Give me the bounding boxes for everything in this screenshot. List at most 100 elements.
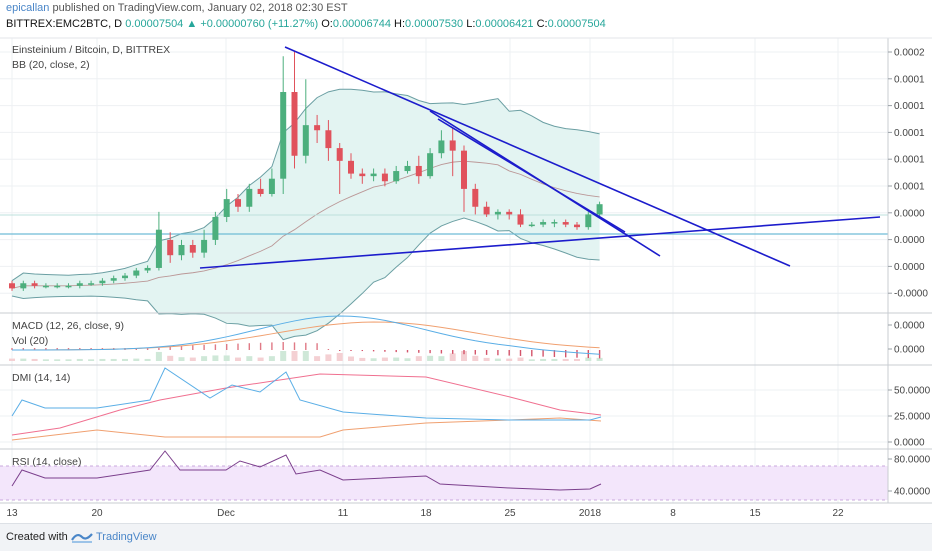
macd-histogram-bar: [372, 350, 375, 352]
y-tick-label: 0.0000: [894, 208, 925, 219]
y-tick-label: 0.0000: [894, 262, 925, 273]
macd-histogram-bar: [406, 350, 409, 353]
macd-line: [11, 315, 600, 355]
volume-bar: [76, 358, 83, 361]
x-tick-label: 18: [420, 508, 432, 519]
trendline-resistance-3: [437, 118, 626, 233]
candle-body: [483, 206, 490, 215]
macd-histogram-bar: [463, 350, 465, 355]
candle-body: [325, 130, 332, 149]
price-change: ▲ +0.00000760 (+11.27%): [186, 18, 319, 30]
macd-histogram-bar: [508, 350, 510, 356]
bb-lower: [11, 217, 600, 341]
macd-histogram-bar: [485, 350, 488, 355]
candle-body: [494, 211, 501, 215]
tradingview-link[interactable]: TradingView: [96, 531, 157, 543]
tradingview-logo-icon: [71, 530, 93, 549]
adx-line: [11, 373, 602, 436]
x-tick-label: 15: [749, 508, 761, 519]
macd-histogram-bar: [339, 350, 341, 351]
candle-body: [246, 188, 253, 207]
candle-body: [427, 153, 434, 177]
y-tick-label: 0.0000: [894, 235, 925, 246]
main-title: Einsteinium / Bitcoin, D, BITTREX: [12, 44, 171, 56]
macd-panel: [9, 315, 603, 361]
macd-histogram-bar: [418, 350, 420, 353]
volume-bar: [438, 356, 445, 361]
macd-histogram-bar: [531, 350, 533, 357]
candle-body: [517, 214, 524, 225]
candle-body: [314, 125, 321, 131]
macd-histogram-bar: [169, 346, 171, 350]
macd-histogram-bar: [429, 350, 431, 354]
volume-bar: [551, 358, 558, 361]
candle-body: [280, 92, 287, 179]
volume-bar: [110, 358, 117, 361]
dmi-label: DMI (14, 14): [12, 372, 71, 384]
dmi-panel: [11, 367, 602, 441]
macd-histogram-bar: [361, 350, 363, 352]
volume-bar: [574, 358, 580, 361]
candle-body: [551, 222, 558, 224]
volume-bar: [517, 357, 524, 361]
candle-body: [167, 239, 174, 256]
published-text: published on TradingView.com, January 02…: [52, 2, 348, 14]
y-tick-label: 0.0001: [894, 128, 925, 139]
volume-bar: [336, 353, 343, 361]
volume-bar: [167, 355, 174, 361]
volume-bar: [88, 359, 95, 361]
macd-histogram-bar: [395, 350, 397, 353]
candle-body: [223, 199, 230, 217]
candle-body: [99, 280, 106, 284]
candle-body: [415, 165, 422, 177]
x-tick-label: 2018: [579, 508, 602, 519]
volume-bar: [223, 355, 230, 361]
candle-body: [336, 148, 343, 161]
symbol-label: BITTREX:EMC2BTC, D: [6, 18, 123, 30]
macd-histogram-bar: [237, 343, 239, 350]
candle-body: [449, 140, 456, 151]
macd-histogram-bar: [327, 349, 330, 350]
y-tick-label: 0.0001: [894, 182, 925, 193]
chart-canvas[interactable]: 13 20 Dec 11 18 25 2018 8 15 22 0.0002 0.0001 0.0001…: [0, 0, 932, 523]
candle-body: [472, 188, 479, 207]
last-price: 0.00007504: [125, 18, 184, 30]
dmi-tick-label: 0.0000: [894, 438, 925, 449]
trendlines: [199, 46, 881, 269]
macd-tick-label: 0.0000: [894, 321, 925, 332]
y-tick-label: -0.0000: [894, 289, 928, 300]
candle-body: [257, 188, 264, 194]
volume-bar: [201, 356, 208, 361]
volume-bar: [596, 357, 603, 361]
macd-histogram-bar: [293, 342, 296, 350]
candle-body: [110, 278, 117, 281]
low-label: L:: [466, 18, 476, 30]
volume-bar: [54, 359, 61, 361]
candle-body: [348, 160, 354, 174]
volume-bar: [31, 358, 38, 361]
volume-bar: [42, 359, 49, 361]
candle-body: [235, 199, 241, 207]
volume-bar: [325, 354, 332, 361]
macd-tick-label: 0.0000: [894, 345, 925, 356]
rsi-band: [0, 466, 888, 500]
candle-body: [393, 171, 400, 182]
y-tick-label: 0.0001: [894, 101, 925, 112]
author-link[interactable]: epicallan: [6, 2, 50, 14]
candle-body: [461, 150, 467, 189]
created-with-text: Created with: [6, 531, 68, 543]
macd-histogram-bar: [90, 348, 92, 350]
candle-body: [9, 283, 15, 289]
macd-histogram-bar: [22, 348, 24, 350]
volume-bar: [9, 358, 15, 361]
candle-body: [178, 245, 185, 256]
candle-body: [133, 270, 140, 276]
macd-histogram-bar: [67, 348, 70, 350]
macd-histogram-bar: [146, 348, 149, 350]
candle-body: [291, 92, 298, 156]
macd-histogram-bar: [384, 350, 386, 352]
volume-bar: [235, 357, 241, 361]
axes: 13 20 Dec 11 18 25 2018 8 15 22 0.0002 0.0001 0.0001…: [0, 37, 932, 519]
candle-body: [574, 224, 580, 228]
volume-bar: [562, 358, 569, 361]
